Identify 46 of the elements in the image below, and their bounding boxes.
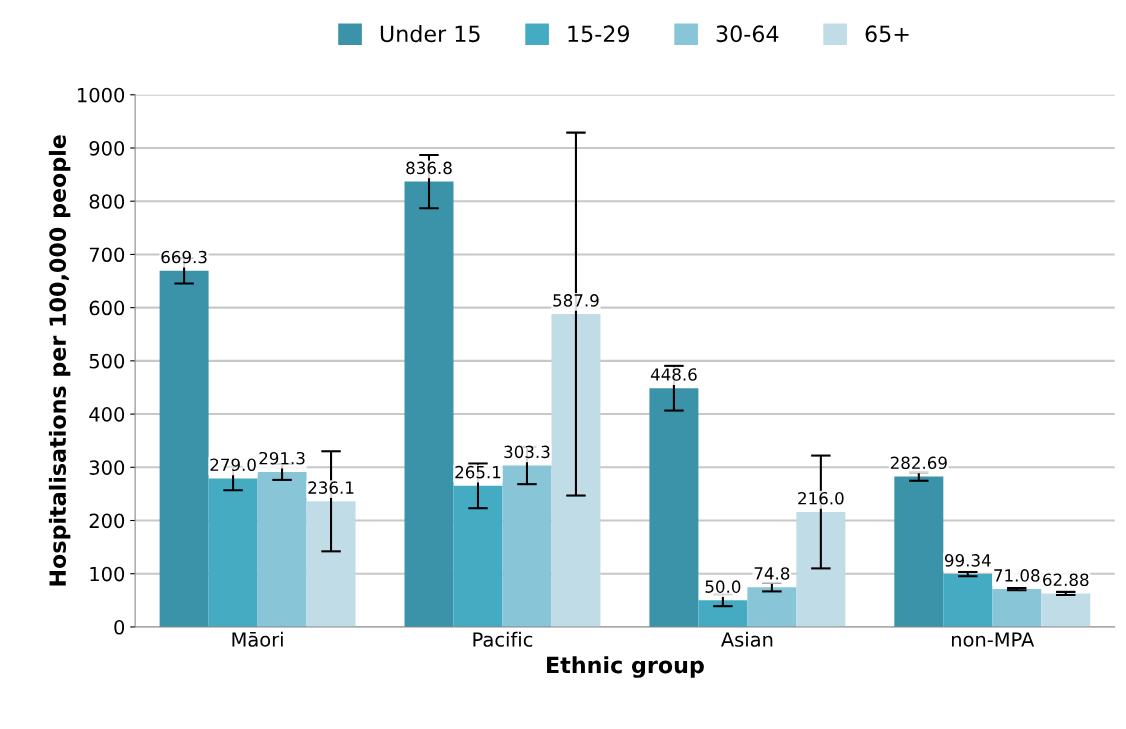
data-label: 265.1 bbox=[455, 465, 501, 479]
y-tick-label: 500 bbox=[89, 353, 125, 369]
data-label: 71.08 bbox=[994, 569, 1040, 582]
bar bbox=[747, 587, 797, 627]
data-label: 62.88 bbox=[1043, 573, 1089, 587]
data-label: 216.0 bbox=[798, 491, 844, 505]
legend-label: 30-64 bbox=[716, 25, 779, 43]
y-tick-label: 100 bbox=[90, 566, 125, 582]
legend-label: 65+ bbox=[865, 25, 909, 43]
y-tick-label: 0 bbox=[114, 619, 125, 635]
bar bbox=[698, 600, 748, 627]
bar bbox=[306, 501, 356, 627]
y-tick-label: 200 bbox=[89, 513, 125, 529]
data-label: 836.8 bbox=[406, 161, 452, 175]
data-label: 282.69 bbox=[890, 456, 947, 470]
data-label: 50.0 bbox=[705, 580, 741, 593]
data-label: 448.6 bbox=[650, 368, 697, 381]
data-label: 236.1 bbox=[308, 481, 354, 494]
x-tick-label: Māori bbox=[232, 631, 283, 647]
y-tick-label: 300 bbox=[89, 460, 125, 475]
x-tick-label: Pacific bbox=[473, 631, 533, 647]
data-label: 99.34 bbox=[944, 554, 991, 567]
bar bbox=[943, 574, 993, 627]
y-tick-label: 400 bbox=[89, 407, 125, 422]
y-axis-title: Hospitalisations per 100,000 people bbox=[48, 135, 71, 586]
data-label: 303.3 bbox=[504, 445, 550, 459]
x-axis-title: Ethnic group bbox=[547, 656, 704, 678]
y-tick-label: 800 bbox=[89, 194, 125, 209]
y-tick-label: 600 bbox=[89, 300, 125, 316]
data-label: 669.3 bbox=[161, 250, 207, 264]
bar bbox=[649, 388, 699, 627]
bar bbox=[992, 589, 1042, 627]
legend-label: Under 15 bbox=[380, 24, 480, 43]
data-label: 291.3 bbox=[259, 451, 305, 465]
bar bbox=[404, 181, 454, 627]
x-tick-label: Asian bbox=[721, 631, 773, 647]
data-label: 587.9 bbox=[553, 294, 599, 307]
legend-label: 15-29 bbox=[568, 25, 629, 43]
bar bbox=[551, 314, 601, 627]
data-label: 279.0 bbox=[210, 458, 256, 472]
bar bbox=[796, 511, 846, 627]
data-label: 74.8 bbox=[754, 567, 790, 580]
y-tick-label: 1000 bbox=[78, 87, 125, 103]
x-tick-label: non-MPA bbox=[951, 632, 1035, 647]
y-tick-label: 700 bbox=[89, 247, 125, 263]
y-tick-label: 900 bbox=[89, 140, 125, 156]
